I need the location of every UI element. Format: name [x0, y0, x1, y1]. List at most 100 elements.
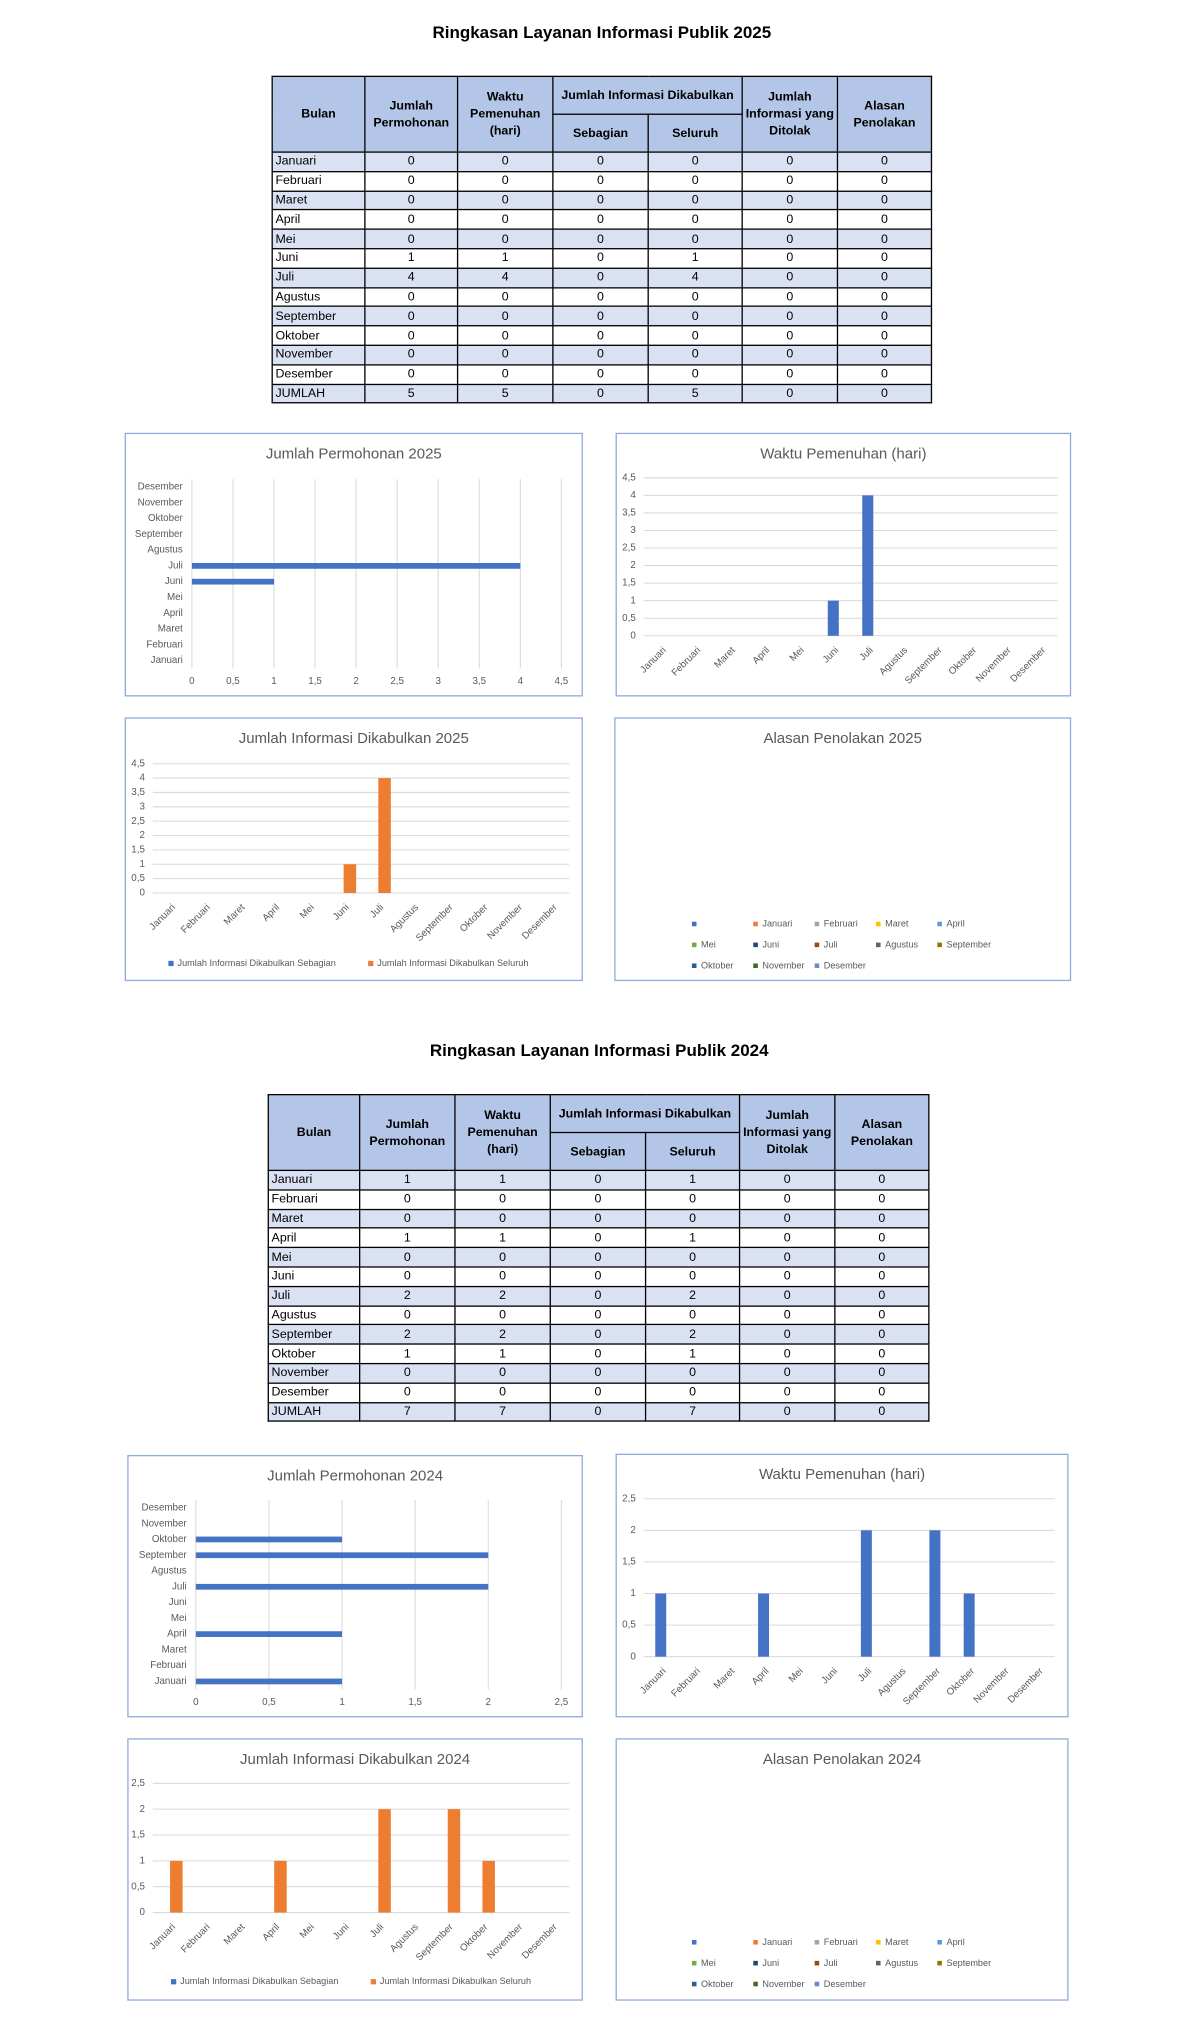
table-cell: 1: [644, 1343, 741, 1365]
x-tick-label: 1: [271, 676, 276, 687]
table-cell: 0: [738, 1189, 836, 1210]
table-cell: 1: [364, 248, 459, 269]
table-cell: 0: [456, 344, 554, 366]
table-cell: 2: [644, 1324, 741, 1345]
table-cell: 0: [834, 1247, 930, 1268]
table-cell: 0: [552, 286, 649, 308]
table-row: Maret 0 0 0 0 0 0: [267, 1208, 930, 1229]
y-tick-label: 0,5: [131, 873, 145, 884]
table-cell: 0: [552, 209, 649, 231]
chart-title: Alasan Penolakan 2025: [763, 730, 921, 747]
table-cell: 0: [738, 1401, 836, 1423]
table-cell: 4: [456, 267, 554, 288]
chart-frame: [615, 432, 1072, 697]
table-row: JUMLAH 5 5 0 5 0 0: [271, 383, 933, 404]
table-cell: 0: [738, 1362, 836, 1384]
table-cell: JUMLAH: [271, 383, 366, 404]
legend-swatch: [691, 1960, 697, 1966]
y-tick-label: November: [142, 1518, 188, 1529]
header-cell: Seluruh: [647, 113, 743, 153]
table-cell: 0: [359, 1189, 456, 1210]
legend-label: Mei: [701, 1958, 716, 1968]
table-cell: 0: [647, 228, 743, 250]
y-tick-label: Desember: [138, 482, 184, 493]
table-cell: 0: [359, 1266, 456, 1287]
table-cell: November: [271, 344, 366, 366]
y-tick-label: 3: [630, 525, 636, 536]
y-tick-label: 4: [139, 773, 145, 784]
legend-swatch: [814, 1960, 820, 1966]
table-cell: 0: [834, 1324, 930, 1345]
table-cell: 0: [456, 286, 554, 308]
table-cell: Maret: [271, 190, 366, 211]
table-cell: 0: [738, 1169, 836, 1191]
table-cell: 0: [644, 1208, 741, 1229]
table-cell: 0: [834, 1401, 930, 1423]
legend-swatch: [368, 960, 374, 967]
y-tick-label: 3: [139, 801, 145, 812]
table-cell: 0: [364, 344, 459, 366]
table-cell: 0: [834, 1189, 930, 1210]
table-cell: 0: [549, 1401, 647, 1423]
table-cell: 0: [456, 170, 554, 192]
table-cell: Agustus: [271, 286, 366, 308]
header-cell: Waktu Pemenuhan (hari): [456, 75, 554, 153]
y-tick-label: 4,5: [131, 758, 145, 769]
table-cell: 0: [738, 1382, 836, 1403]
header-row: Sebagian Seluruh: [272, 113, 931, 153]
table-cell: 0: [738, 1285, 836, 1307]
table-cell: 0: [836, 305, 933, 327]
bar: [195, 1631, 343, 1637]
x-tick-label: 2,5: [555, 1697, 569, 1708]
table-row: September 0 0 0 0 0 0: [271, 305, 933, 327]
bar: [195, 1552, 489, 1559]
table-cell: 0: [741, 170, 839, 192]
table-row: Desember 0 0 0 0 0 0: [267, 1382, 930, 1403]
y-tick-label: 2,5: [131, 816, 145, 827]
y-tick-label: 4,5: [622, 472, 636, 483]
x-tick-label: 0: [193, 1697, 199, 1708]
y-tick-label: September: [139, 1550, 188, 1561]
y-tick-label: April: [167, 1629, 187, 1640]
y-tick-label: Januari: [155, 1676, 187, 1687]
table-cell: 0: [644, 1362, 741, 1384]
table-cell: 1: [359, 1169, 456, 1191]
table-cell: 7: [644, 1401, 741, 1423]
y-tick-label: 1: [139, 859, 144, 870]
table-cell: 0: [741, 305, 839, 327]
legend-label: Maret: [885, 1937, 909, 1947]
legend-label: April: [946, 1937, 964, 1947]
table-cell: 0: [836, 170, 933, 192]
table-cell: Maret: [267, 1208, 361, 1229]
table-cell: November: [267, 1362, 361, 1384]
y-tick-label: Maret: [158, 624, 183, 635]
table-cell: Mei: [267, 1247, 361, 1268]
bar: [274, 1860, 287, 1913]
table-cell: 0: [552, 170, 649, 192]
table-cell: 0: [836, 228, 933, 250]
table-cell: 0: [549, 1227, 647, 1249]
y-tick-label: 3,5: [622, 508, 636, 519]
table-row: Februari 0 0 0 0 0 0: [267, 1189, 930, 1210]
header-cell: Jumlah Informasi yang Ditolak: [738, 1094, 836, 1172]
table-cell: 0: [454, 1189, 551, 1210]
table-row: Juni 0 0 0 0 0 0: [267, 1266, 930, 1287]
table-cell: Oktober: [267, 1343, 361, 1365]
legend-label: April: [946, 919, 964, 929]
table-row: Mei 0 0 0 0 0 0: [267, 1247, 930, 1268]
bar: [195, 1536, 343, 1543]
x-tick-label: 2,5: [390, 676, 404, 687]
legend-label: Desember: [824, 960, 866, 970]
y-tick-label: 1,5: [622, 578, 636, 589]
y-tick-label: 0: [630, 1651, 636, 1662]
legend-label: Februari: [824, 1937, 858, 1947]
legend-label: Juli: [824, 1958, 838, 1968]
bar: [963, 1593, 975, 1657]
table-cell: 0: [456, 190, 554, 211]
table-cell: 1: [454, 1343, 551, 1365]
table-cell: Februari: [271, 170, 366, 192]
table-cell: 0: [836, 383, 933, 404]
table-cell: 0: [359, 1208, 456, 1229]
table-cell: 0: [836, 267, 933, 288]
